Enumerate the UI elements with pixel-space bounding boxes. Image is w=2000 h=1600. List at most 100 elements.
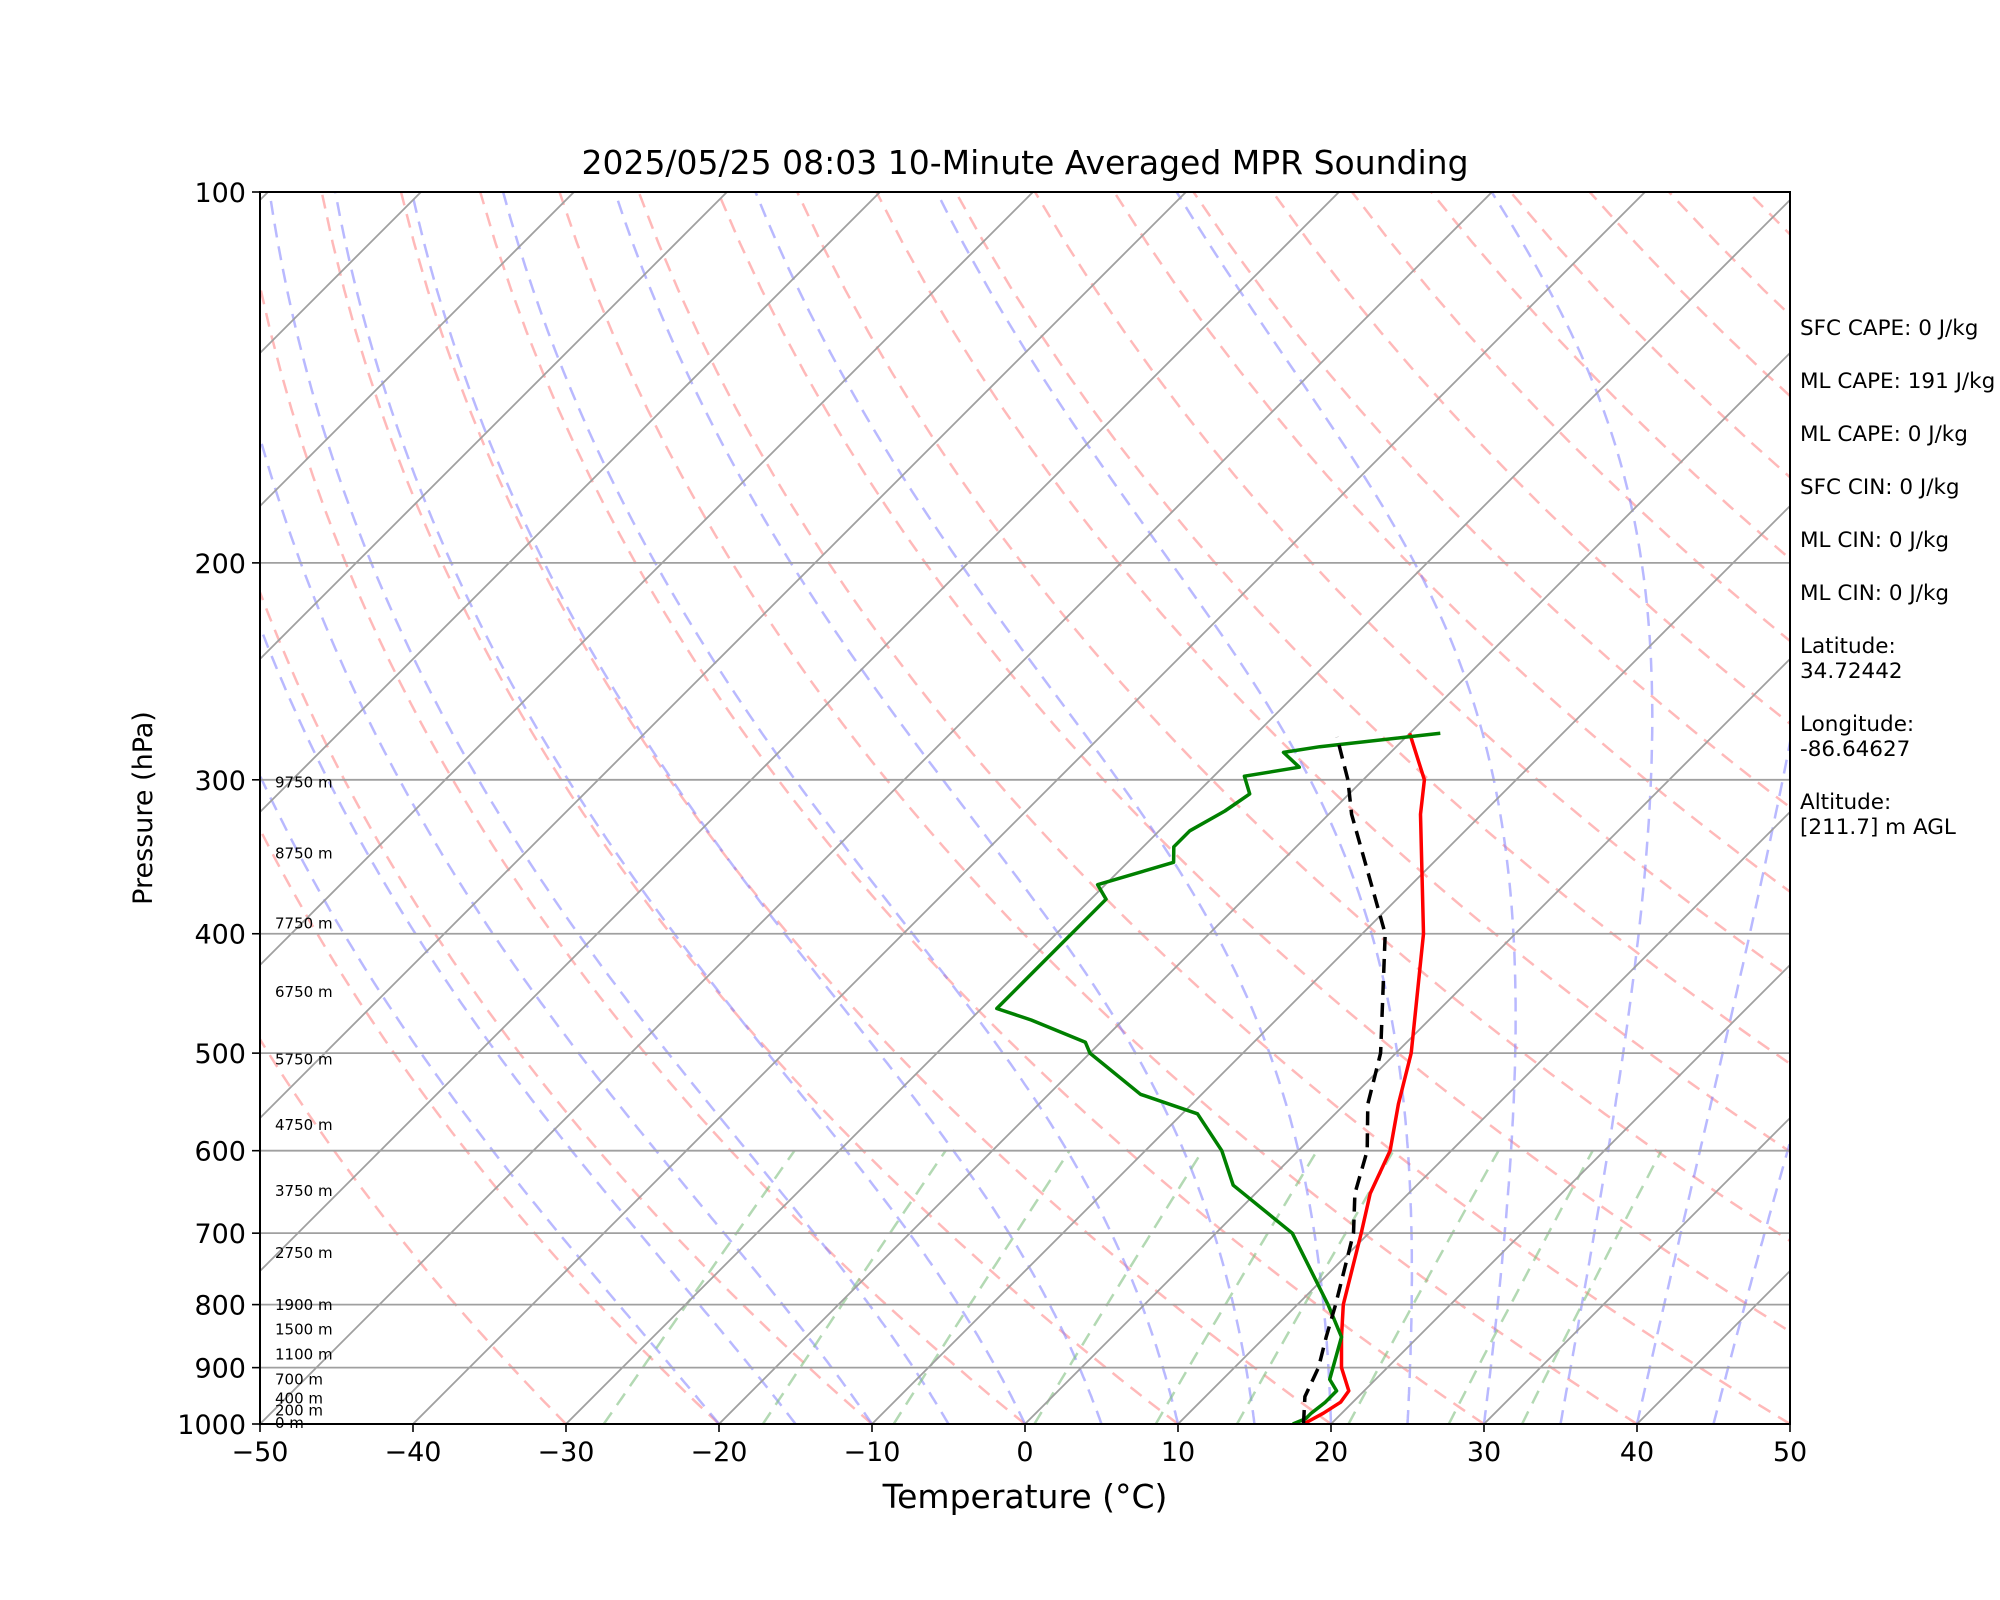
dry-adiabat-line <box>260 588 873 1424</box>
height-label: 700 m <box>275 1371 323 1389</box>
isotherm-line <box>412 192 1646 1424</box>
moist-adiabat-line <box>613 192 1256 1424</box>
y-tick-label: 500 <box>194 1039 246 1070</box>
y-tick-label: 700 <box>194 1219 246 1250</box>
x-axis: −50 −40 −30 −20 −10 0 10 20 30 40 50 <box>232 1424 1807 1468</box>
plot-frame <box>259 191 1791 1425</box>
x-tick-label: −40 <box>385 1437 442 1468</box>
dry-adiabat-line <box>1271 192 1790 726</box>
x-tick-label: −30 <box>538 1437 595 1468</box>
background-lines <box>260 192 1790 1424</box>
isotherm-line <box>260 192 1187 1120</box>
latitude-value: 34.72442 <box>1800 659 1903 684</box>
x-tick-label: 10 <box>1161 1437 1195 1468</box>
x-tick-label: −20 <box>691 1437 748 1468</box>
isotherm-line <box>1024 657 1790 1424</box>
height-label: 0 m <box>275 1414 304 1432</box>
y-axis-label: Pressure (hPa) <box>128 711 159 905</box>
dry-adiabat-line <box>479 192 1485 1424</box>
height-label: 7750 m <box>275 914 333 932</box>
dry-adiabat-line <box>1192 192 1790 809</box>
dry-adiabat-line <box>637 192 1790 1424</box>
dry-adiabat-line <box>875 192 1790 1154</box>
x-tick-label: −10 <box>844 1437 901 1468</box>
dry-adiabat-line <box>399 192 1332 1424</box>
dry-adiabat-line <box>558 192 1638 1424</box>
isotherm-line <box>260 192 1034 967</box>
height-label: 3750 m <box>275 1182 333 1200</box>
height-label: 1100 m <box>275 1346 333 1364</box>
stat-ml-cape-2: ML CAPE: 0 J/kg <box>1800 422 1968 447</box>
stat-sfc-cin: SFC CIN: 0 J/kg <box>1800 475 1960 500</box>
x-tick-label: 40 <box>1620 1437 1654 1468</box>
y-tick-label: 600 <box>194 1137 246 1168</box>
isotherm-line <box>718 351 1790 1424</box>
x-tick-label: −50 <box>232 1437 289 1468</box>
y-tick-label: 400 <box>194 920 246 951</box>
moist-adiabat-line <box>501 192 1180 1424</box>
dry-adiabat-line <box>320 192 1179 1424</box>
mixing-ratio-line <box>1520 1150 1663 1424</box>
x-tick-label: 0 <box>1016 1437 1033 1468</box>
dry-adiabat-line <box>260 279 1026 1424</box>
y-tick-label: 900 <box>194 1354 246 1385</box>
latitude-label: Latitude: <box>1800 634 1896 659</box>
y-tick-label: 1000 <box>177 1410 246 1441</box>
height-label: 2750 m <box>275 1244 333 1262</box>
parcel-profile-line <box>1301 736 1387 1424</box>
moist-adiabat-line <box>260 623 797 1424</box>
stat-ml-cape: ML CAPE: 191 J/kg <box>1800 369 1996 394</box>
dry-adiabat-line <box>716 192 1790 1334</box>
isotherm-line <box>260 192 1340 1273</box>
y-tick-label: 800 <box>194 1291 246 1322</box>
isotherm-line <box>260 192 881 814</box>
altitude-value: [211.7] m AGL <box>1800 815 1956 840</box>
isotherm-line <box>260 192 575 508</box>
mixing-ratio-line <box>761 1149 947 1424</box>
x-tick-label: 50 <box>1773 1437 1807 1468</box>
moist-adiabat-line <box>754 192 1333 1424</box>
mixing-ratio-line <box>602 1149 796 1424</box>
isotherm-line <box>565 198 1790 1424</box>
y-axis: 100 200 300 400 500 600 700 800 900 1000 <box>177 178 260 1441</box>
height-label: 6750 m <box>275 983 333 1001</box>
stat-latitude: Latitude: 34.72442 <box>1800 634 1995 684</box>
moist-adiabat-line <box>935 192 1414 1424</box>
isotherm-line <box>1483 1116 1790 1424</box>
height-label: 1500 m <box>275 1321 333 1339</box>
height-label: 200 m <box>275 1402 323 1420</box>
sounding-lines <box>995 731 1441 1424</box>
isotherm-line <box>260 192 728 661</box>
height-label: 8750 m <box>275 845 333 863</box>
dry-adiabat-line <box>260 1037 567 1424</box>
isotherm-line <box>1177 810 1790 1424</box>
mixing-ratio-line <box>1447 1150 1594 1424</box>
isotherm-line <box>1330 963 1790 1424</box>
x-tick-label: 30 <box>1467 1437 1501 1468</box>
chart-title: 2025/05/25 08:03 10-Minute Averaged MPR … <box>581 143 1468 182</box>
dry-adiabat-line <box>796 192 1790 1243</box>
stat-ml-cin: ML CIN: 0 J/kg <box>1800 528 1950 553</box>
height-label: 1900 m <box>275 1296 333 1314</box>
dry-adiabat-line <box>260 826 720 1424</box>
sounding-stats-panel: SFC CAPE: 0 J/kg ML CAPE: 191 J/kg ML CA… <box>1800 316 1995 868</box>
temperature-line <box>1302 732 1427 1424</box>
y-tick-label: 200 <box>194 549 246 580</box>
altitude-label: Altitude: <box>1800 790 1892 815</box>
x-axis-label: Temperature (°C) <box>882 1477 1168 1516</box>
height-label: 9750 m <box>275 773 333 791</box>
stat-altitude: Altitude: [211.7] m AGL <box>1800 790 1995 840</box>
y-tick-label: 100 <box>194 178 246 209</box>
longitude-value: -86.64627 <box>1800 737 1911 762</box>
height-label: 4750 m <box>275 1116 333 1134</box>
isotherm-line <box>260 192 1493 1424</box>
moist-adiabat-line <box>1175 192 1517 1424</box>
longitude-label: Longitude: <box>1800 712 1915 737</box>
moist-adiabat-line <box>334 192 1027 1424</box>
moist-adiabat-line <box>1635 735 1790 1424</box>
mixing-ratio-line <box>1033 1150 1204 1424</box>
stat-longitude: Longitude: -86.64627 <box>1800 712 1995 762</box>
height-label: 400 m <box>275 1389 323 1407</box>
dry-adiabat-line <box>954 192 1790 1066</box>
